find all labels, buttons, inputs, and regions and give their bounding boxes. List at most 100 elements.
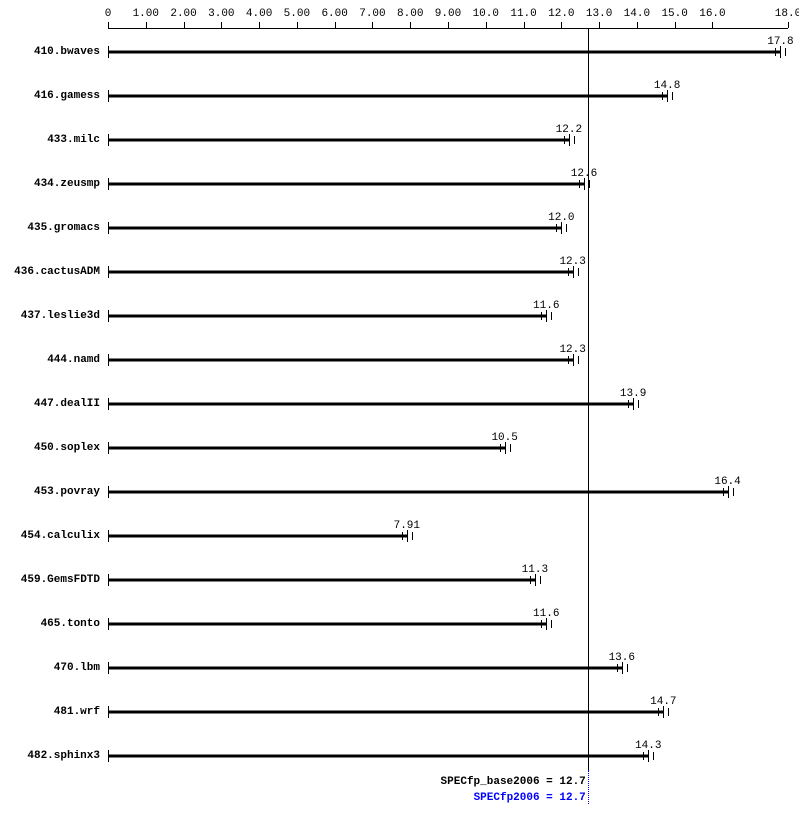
bench-run-tick — [589, 180, 590, 188]
bench-bar — [108, 623, 546, 626]
x-axis-tick — [561, 22, 562, 28]
bench-label: 437.leslie3d — [0, 310, 100, 322]
x-axis-tick-label: 11.0 — [510, 8, 536, 20]
reference-line-peak — [588, 770, 589, 804]
x-axis-tick-label: 9.00 — [435, 8, 461, 20]
bench-label: 459.GemsFDTD — [0, 574, 100, 586]
bench-label: 454.calculix — [0, 530, 100, 542]
bench-label: 453.povray — [0, 486, 100, 498]
bench-run-tick — [775, 48, 776, 56]
bench-value-label: 11.3 — [522, 564, 548, 576]
bench-bar — [108, 447, 505, 450]
x-axis-tick-label: 1.00 — [133, 8, 159, 20]
bench-run-tick — [500, 444, 501, 452]
bench-label: 450.soplex — [0, 442, 100, 454]
x-axis-tick — [712, 22, 713, 28]
x-axis-tick-label: 15.0 — [661, 8, 687, 20]
x-axis-tick — [184, 22, 185, 28]
spec-peak-label: SPECfp2006 = 12.7 — [474, 792, 586, 804]
bench-label: 416.gamess — [0, 90, 100, 102]
x-axis-tick — [599, 22, 600, 28]
spec-chart: 01.002.003.004.005.006.007.008.009.0010.… — [0, 0, 799, 831]
x-axis-tick-label: 0 — [105, 8, 112, 20]
bench-run-tick — [510, 444, 511, 452]
bench-run-tick — [653, 752, 654, 760]
x-axis-tick-label: 5.00 — [284, 8, 310, 20]
bench-label: 470.lbm — [0, 662, 100, 674]
x-axis-line — [108, 28, 788, 29]
bench-label: 481.wrf — [0, 706, 100, 718]
bench-label: 482.sphinx3 — [0, 750, 100, 762]
bench-value-label: 12.2 — [556, 124, 582, 136]
x-axis-tick — [297, 22, 298, 28]
x-axis-tick — [108, 22, 109, 28]
bench-value-label: 12.3 — [559, 344, 585, 356]
bench-value-label: 10.5 — [491, 432, 517, 444]
bench-run-tick — [628, 400, 629, 408]
bench-bar — [108, 315, 546, 318]
bench-value-label: 11.6 — [533, 300, 559, 312]
bench-run-tick — [551, 312, 552, 320]
bench-label: 435.gromacs — [0, 222, 100, 234]
x-axis-tick — [524, 22, 525, 28]
bench-value-label: 12.0 — [548, 212, 574, 224]
x-axis-tick — [146, 22, 147, 28]
bench-run-tick — [574, 136, 575, 144]
bench-label: 465.tonto — [0, 618, 100, 630]
bench-bar — [108, 535, 407, 538]
bench-bar — [108, 183, 584, 186]
bench-run-tick — [540, 576, 541, 584]
x-axis-tick — [448, 22, 449, 28]
x-axis-tick-label: 13.0 — [586, 8, 612, 20]
bench-bar — [108, 667, 622, 670]
bench-value-label: 11.6 — [533, 608, 559, 620]
bench-label: 410.bwaves — [0, 46, 100, 58]
x-axis-tick — [675, 22, 676, 28]
bench-run-tick — [556, 224, 557, 232]
x-axis-tick-label: 12.0 — [548, 8, 574, 20]
bench-bar — [108, 711, 663, 714]
bench-run-tick — [672, 92, 673, 100]
x-axis-tick-label: 18.0 — [775, 8, 799, 20]
bench-bar — [108, 491, 728, 494]
bench-bar — [108, 51, 780, 54]
x-axis-tick-label: 6.00 — [321, 8, 347, 20]
x-axis-tick — [372, 22, 373, 28]
x-axis-tick — [259, 22, 260, 28]
bench-run-tick — [658, 708, 659, 716]
bench-label: 447.dealII — [0, 398, 100, 410]
bench-bar — [108, 403, 633, 406]
bench-run-tick — [551, 620, 552, 628]
bench-label: 444.namd — [0, 354, 100, 366]
spec-base-label: SPECfp_base2006 = 12.7 — [441, 776, 586, 788]
bench-run-tick — [578, 268, 579, 276]
bench-value-label: 7.91 — [394, 520, 420, 532]
x-axis-tick-label: 14.0 — [624, 8, 650, 20]
bench-value-label: 14.7 — [650, 696, 676, 708]
x-axis-tick-label: 3.00 — [208, 8, 234, 20]
bench-bar — [108, 755, 648, 758]
bench-run-tick — [785, 48, 786, 56]
x-axis-tick — [486, 22, 487, 28]
bench-label: 436.cactusADM — [0, 266, 100, 278]
bench-bar — [108, 359, 573, 362]
bench-bar — [108, 227, 561, 230]
bench-run-tick — [723, 488, 724, 496]
bench-run-tick — [568, 268, 569, 276]
bench-run-tick — [668, 708, 669, 716]
x-axis-tick-label: 8.00 — [397, 8, 423, 20]
bench-run-tick — [617, 664, 618, 672]
bench-run-tick — [541, 312, 542, 320]
bench-label: 434.zeusmp — [0, 178, 100, 190]
bench-value-label: 12.3 — [559, 256, 585, 268]
bench-value-label: 13.9 — [620, 388, 646, 400]
bench-label: 433.milc — [0, 134, 100, 146]
x-axis-tick — [221, 22, 222, 28]
bench-bar — [108, 139, 569, 142]
x-axis-tick-label: 7.00 — [359, 8, 385, 20]
bench-run-tick — [578, 356, 579, 364]
x-axis-tick-label: 10.0 — [473, 8, 499, 20]
bench-run-tick — [566, 224, 567, 232]
bench-run-tick — [638, 400, 639, 408]
bench-value-label: 14.3 — [635, 740, 661, 752]
